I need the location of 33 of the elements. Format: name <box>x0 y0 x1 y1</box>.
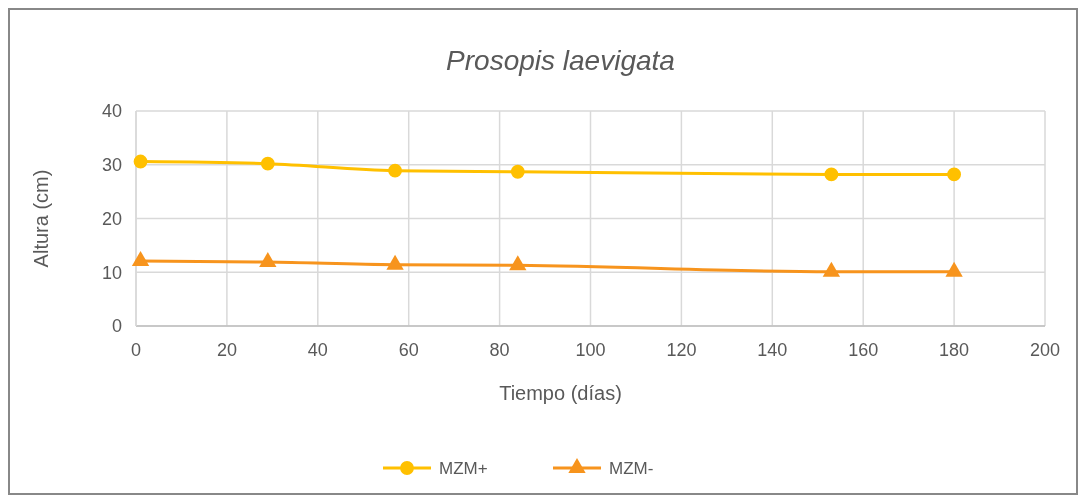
x-tick-label: 160 <box>848 340 879 360</box>
point <box>260 156 275 171</box>
y-tick-label: 40 <box>101 101 122 122</box>
y-tick-label: 30 <box>101 155 122 176</box>
point <box>509 255 527 271</box>
y-tick-label: 10 <box>101 262 122 283</box>
chart-title: Prosopis laevigata <box>446 45 675 76</box>
point <box>386 254 404 270</box>
point <box>947 167 962 182</box>
x-tick-label: 60 <box>398 340 419 360</box>
x-tick-label: 180 <box>939 340 970 360</box>
y-tick-label: 20 <box>101 208 122 229</box>
y-tick-label: 0 <box>111 316 122 337</box>
point <box>388 163 402 178</box>
x-tick-label: 40 <box>307 340 328 360</box>
x-tick-label: 20 <box>216 340 237 360</box>
x-tick-label: 80 <box>489 340 510 360</box>
point <box>133 154 148 169</box>
point <box>822 261 841 277</box>
point <box>510 164 525 179</box>
x-tick-label: 120 <box>666 340 697 360</box>
x-tick-label: 0 <box>130 340 142 360</box>
legend-label: MZM+ <box>439 458 488 478</box>
point <box>945 261 963 277</box>
y-axis-title: Altura (cm) <box>30 169 52 268</box>
legend-label: MZM- <box>609 458 654 478</box>
x-tick-label: 140 <box>757 340 788 360</box>
x-tick-label: 200 <box>1029 340 1061 360</box>
x-tick-label: 100 <box>575 340 606 360</box>
point <box>259 252 277 268</box>
point <box>824 167 839 182</box>
point <box>131 250 150 266</box>
x-axis-title: Tiempo (días) <box>499 382 622 404</box>
